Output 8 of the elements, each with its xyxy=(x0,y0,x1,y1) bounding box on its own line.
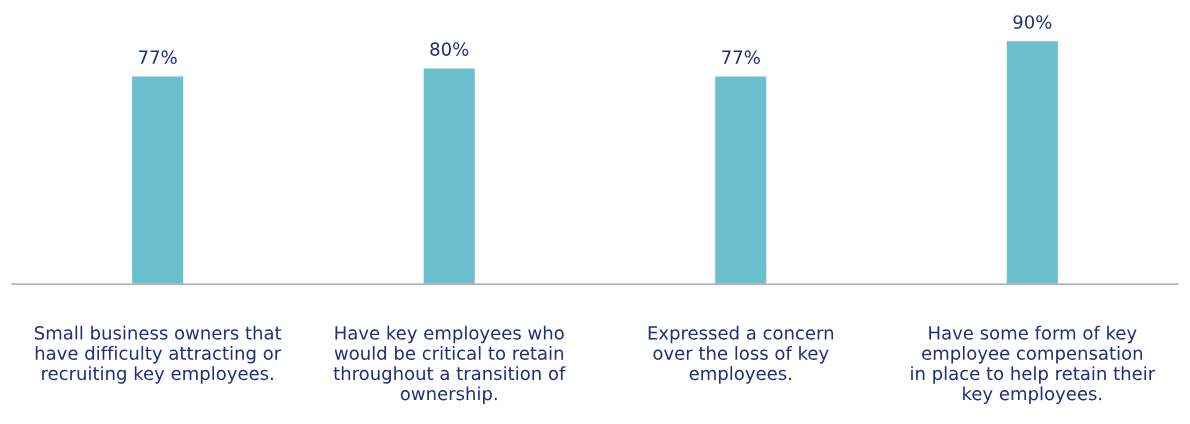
x-tick-label: Expressed a concern over the loss of key employees. xyxy=(648,325,834,384)
data-label: 77% xyxy=(139,50,177,64)
data-label: 80% xyxy=(430,42,469,56)
x-tick-label: Small business owners that have difficulty attracting or recruiting key employees. xyxy=(34,325,282,384)
data-label: 90% xyxy=(1013,15,1052,29)
data-label: 77% xyxy=(722,50,760,64)
x-tick-label: Have some form of key employee compensation in place to help retain their key employees. xyxy=(911,325,1156,404)
x-tick-label: Have key employees who would be critical to retain throughout a transition of ownership. xyxy=(333,325,566,404)
